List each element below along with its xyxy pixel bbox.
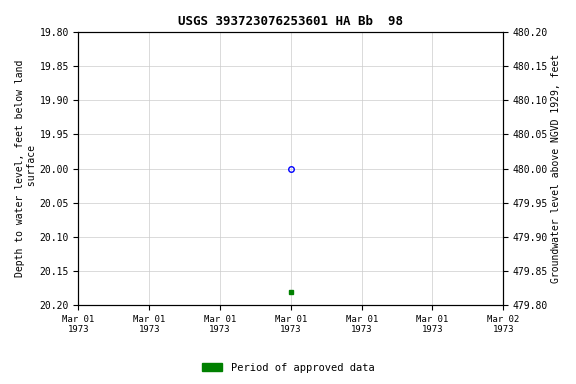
Y-axis label: Depth to water level, feet below land
 surface: Depth to water level, feet below land su…: [15, 60, 37, 277]
Title: USGS 393723076253601 HA Bb  98: USGS 393723076253601 HA Bb 98: [179, 15, 403, 28]
Legend: Period of approved data: Period of approved data: [198, 359, 378, 377]
Y-axis label: Groundwater level above NGVD 1929, feet: Groundwater level above NGVD 1929, feet: [551, 54, 561, 283]
